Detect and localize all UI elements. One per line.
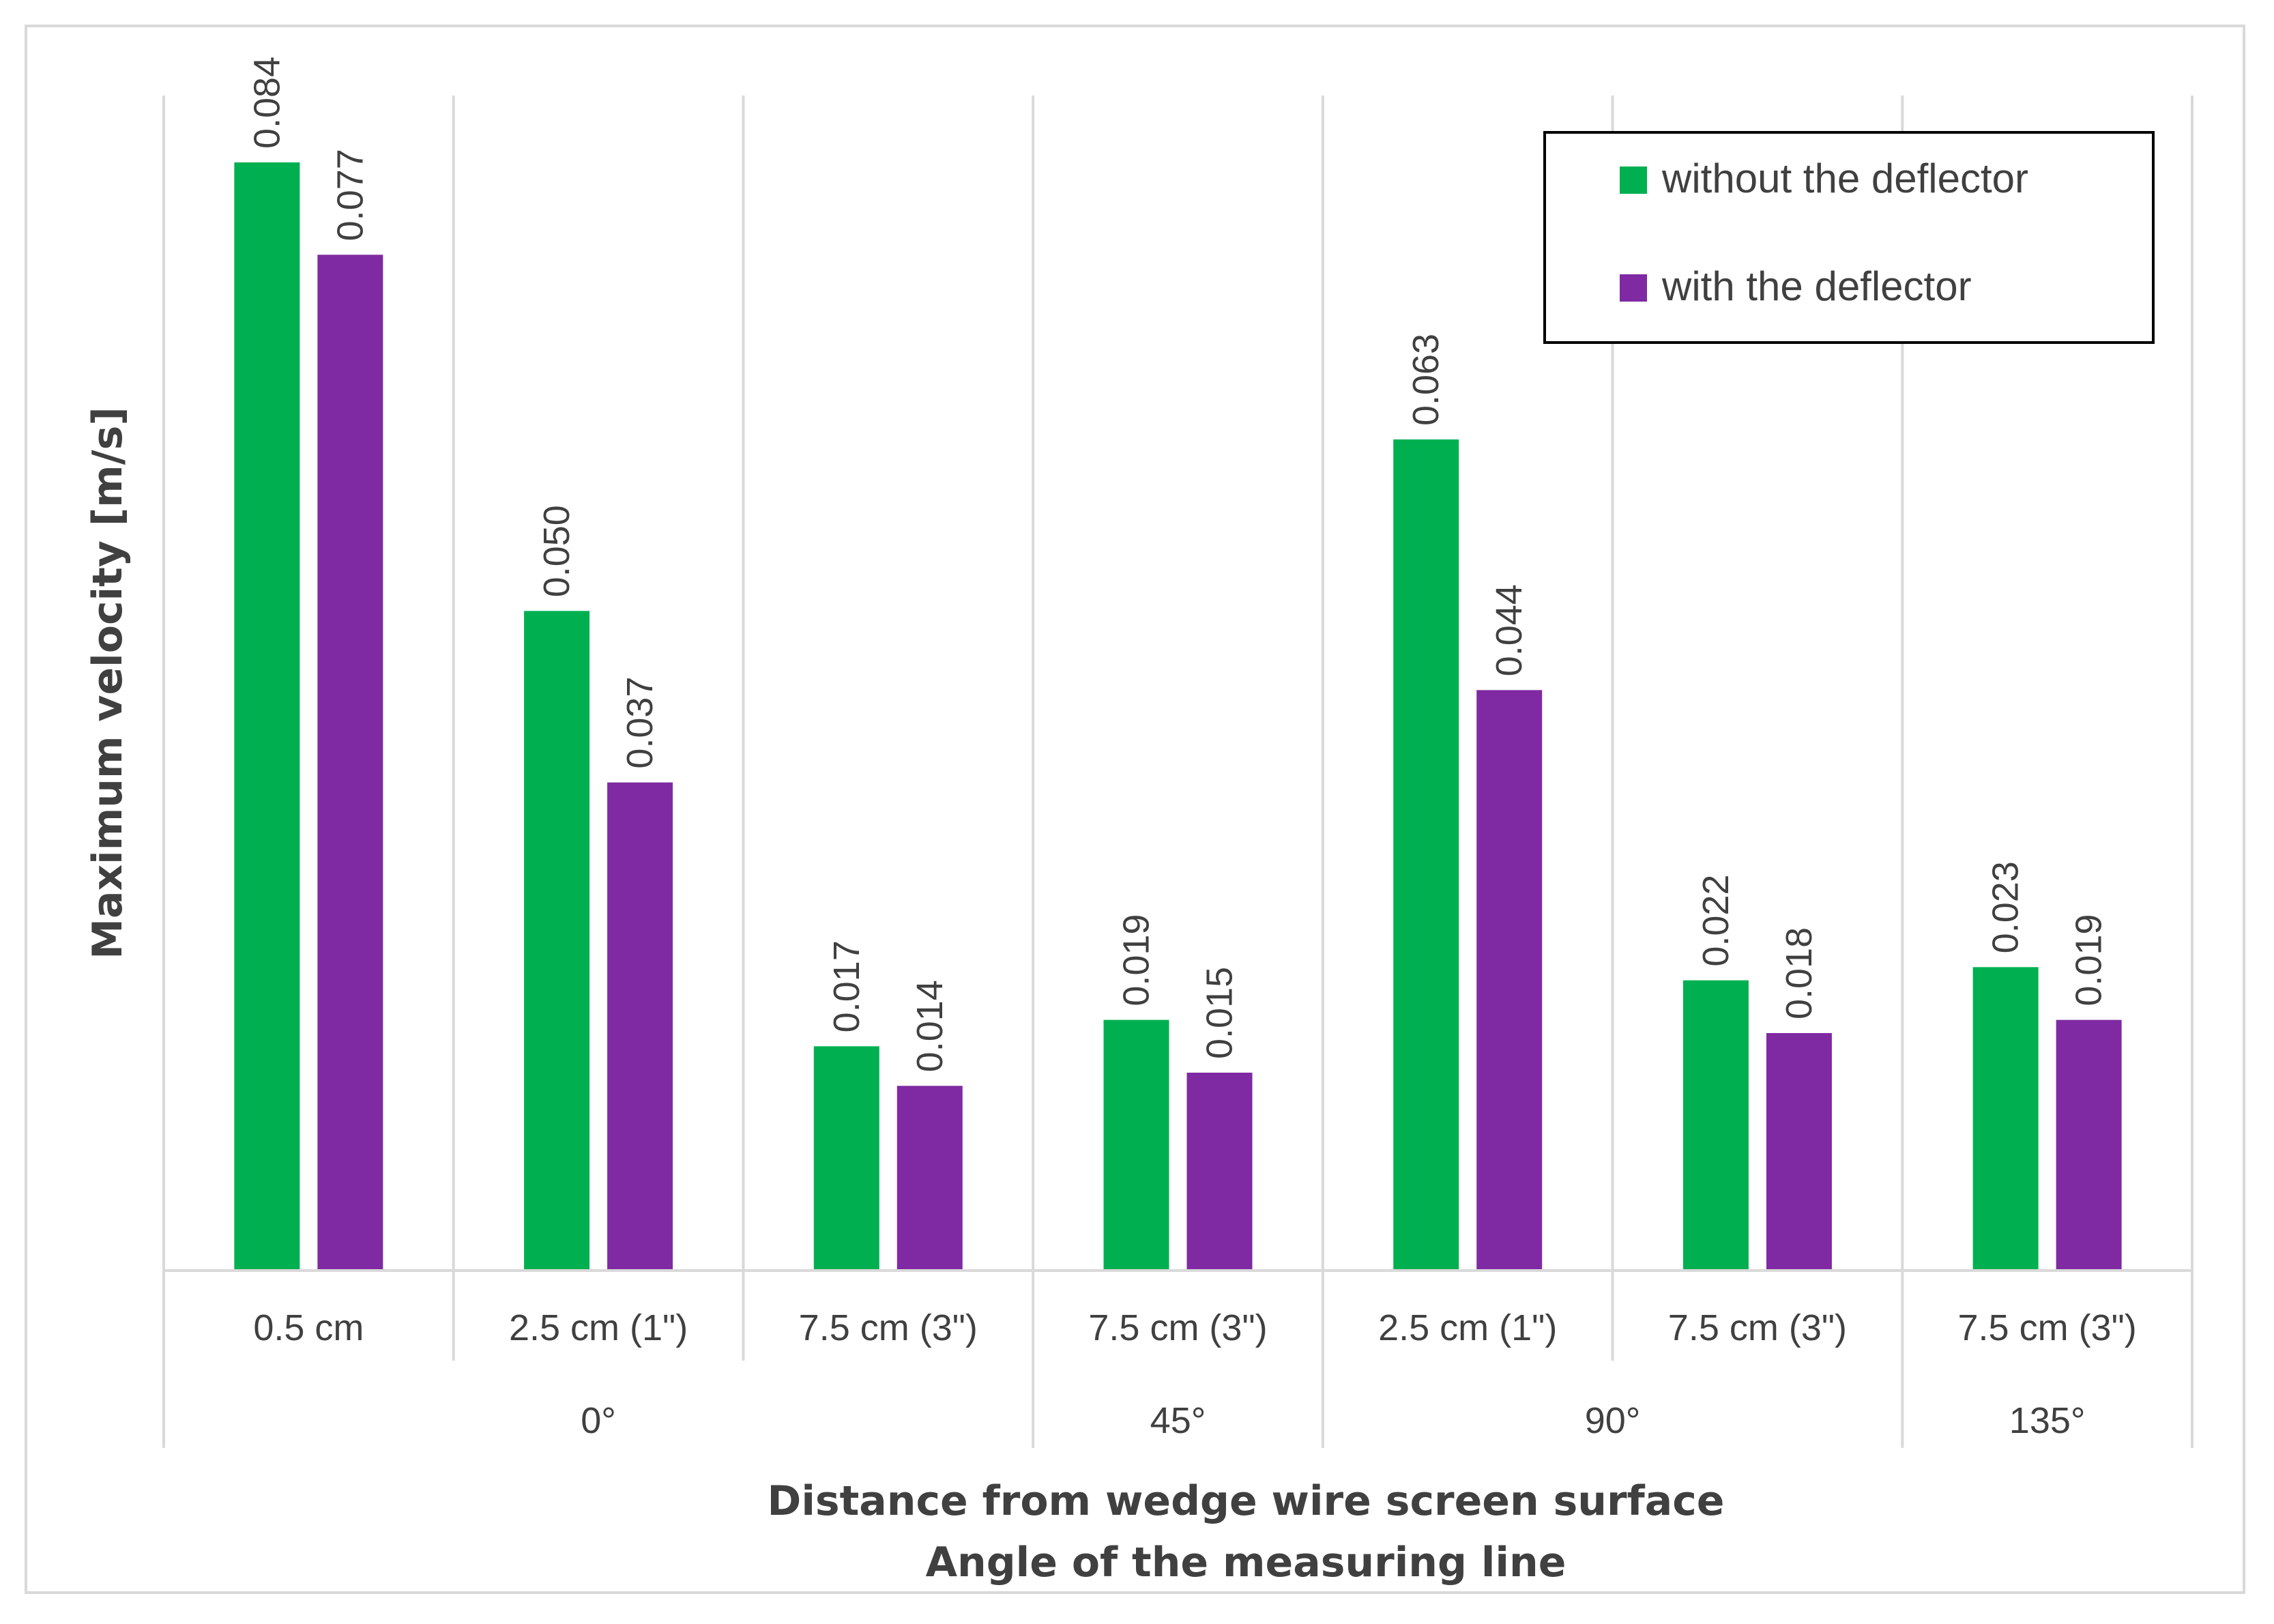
category-label: 0.5 cm — [253, 1307, 364, 1348]
data-label-without-deflector: 0.019 — [1116, 914, 1157, 1006]
bar-with-deflector — [897, 1086, 963, 1271]
category-label: 7.5 cm (3") — [799, 1307, 978, 1348]
bar-without-deflector — [234, 162, 300, 1271]
legend-label-with-deflector: with the deflector — [1661, 263, 1972, 309]
legend-swatch-with-deflector — [1620, 274, 1647, 302]
bar-without-deflector — [1972, 967, 2039, 1271]
category-label: 7.5 cm (3") — [1668, 1307, 1847, 1348]
data-label-without-deflector: 0.023 — [1985, 861, 2026, 953]
legend: without the deflector with the deflector — [1543, 131, 2155, 344]
data-label-with-deflector: 0.019 — [2069, 914, 2110, 1006]
bar-with-deflector — [2056, 1019, 2122, 1271]
bar-with-deflector — [607, 782, 673, 1271]
y-axis-title: Maximum velocity [m/s] — [84, 407, 132, 959]
data-label-without-deflector: 0.022 — [1695, 875, 1736, 967]
bar-with-deflector — [1186, 1073, 1253, 1271]
category-label: 2.5 cm (1") — [509, 1307, 688, 1348]
category-label: 7.5 cm (3") — [1958, 1307, 2137, 1348]
bar-without-deflector — [1393, 439, 1459, 1271]
bars — [234, 162, 2122, 1271]
bar-without-deflector — [524, 611, 590, 1271]
group-label: 90° — [1585, 1400, 1641, 1441]
category-label: 7.5 cm (3") — [1088, 1307, 1267, 1348]
bar-with-deflector — [1766, 1033, 1832, 1271]
bar-with-deflector — [317, 255, 383, 1271]
group-label: 0° — [581, 1400, 616, 1441]
data-label-without-deflector: 0.063 — [1405, 334, 1446, 426]
data-label-without-deflector: 0.050 — [536, 505, 577, 597]
category-label: 2.5 cm (1") — [1378, 1307, 1557, 1348]
group-label: 45° — [1150, 1400, 1206, 1441]
bar-with-deflector — [1476, 690, 1543, 1271]
data-labels: 0.084 0.050 0.017 0.019 0.063 0.022 0.023 0.077… — [246, 57, 2109, 1072]
group-label: 135° — [2009, 1400, 2086, 1441]
data-label-with-deflector: 0.077 — [330, 149, 370, 241]
bar-without-deflector — [1682, 980, 1749, 1271]
data-label-with-deflector: 0.018 — [1779, 927, 1820, 1019]
data-label-with-deflector: 0.014 — [909, 980, 950, 1072]
legend-swatch-without-deflector — [1620, 166, 1647, 194]
x-axis-title-line1: Distance from wedge wire screen surface — [768, 1477, 1725, 1525]
data-label-with-deflector: 0.044 — [1489, 584, 1530, 676]
legend-label-without-deflector: without the deflector — [1661, 156, 2028, 201]
x-axis-title-line2: Angle of the measuring line — [926, 1539, 1566, 1586]
data-label-with-deflector: 0.015 — [1199, 967, 1240, 1059]
bar-without-deflector — [813, 1046, 879, 1271]
data-label-without-deflector: 0.084 — [246, 57, 287, 149]
data-label-without-deflector: 0.017 — [826, 940, 867, 1032]
x-axis: 0.5 cm 2.5 cm (1") 7.5 cm (3") 7.5 cm (3") 2… — [162, 1269, 2193, 1448]
bar-without-deflector — [1103, 1019, 1169, 1271]
data-label-with-deflector: 0.037 — [619, 677, 660, 769]
category-separators — [162, 96, 2193, 1271]
